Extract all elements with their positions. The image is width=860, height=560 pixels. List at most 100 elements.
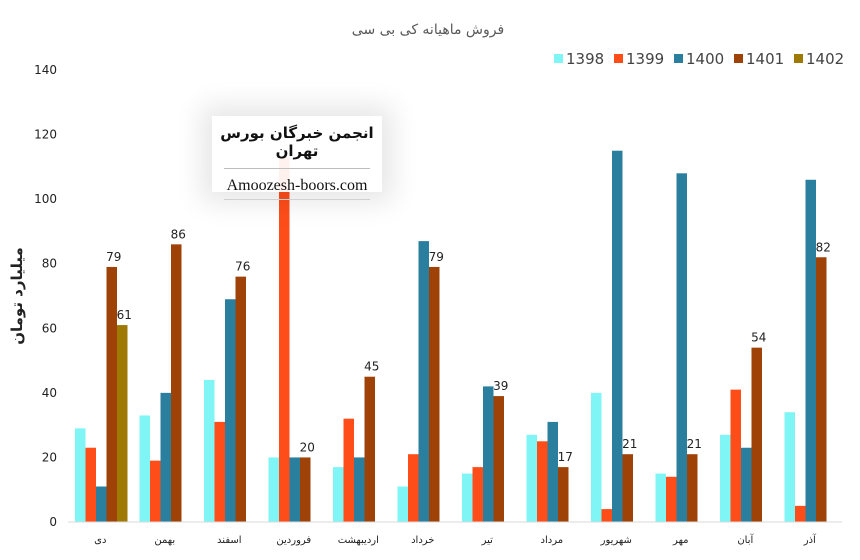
bar-1400-4 <box>354 457 365 522</box>
bar-1398-2 <box>204 379 215 522</box>
bar-1400-5 <box>418 241 429 523</box>
watermark-site: Amoozesh-boors.com <box>226 177 368 194</box>
legend-label-1400: 1400 <box>686 50 724 68</box>
bar-1401-10 <box>751 347 762 522</box>
data-label: 79 <box>106 250 121 264</box>
data-label: 86 <box>171 227 186 241</box>
legend-swatch-1398 <box>554 54 563 63</box>
bar-1399-8 <box>601 509 612 522</box>
y-tick-label: 120 <box>34 128 57 142</box>
data-label: 21 <box>687 437 702 451</box>
data-label: 61 <box>117 308 132 322</box>
bar-1398-9 <box>655 473 666 522</box>
y-tick-label: 40 <box>42 386 57 400</box>
legend: 1398 1399 1400 1401 1402 <box>554 50 844 68</box>
bar-1399-5 <box>408 454 419 522</box>
bar-1398-0 <box>75 428 86 522</box>
bar-1399-10 <box>730 389 741 522</box>
data-label: 20 <box>300 440 315 454</box>
y-tick-label: 100 <box>34 192 57 206</box>
bar-1401-11 <box>816 257 827 522</box>
y-tick-labels: 0 20 40 60 80 100 120 140 <box>34 63 57 529</box>
bar-1399-1 <box>150 460 161 522</box>
bar-1401-7 <box>558 467 569 522</box>
y-tick-label: 80 <box>42 257 57 271</box>
bar-1400-11 <box>805 179 816 522</box>
x-tick-label: شهریور <box>600 535 632 546</box>
bar-1400-1 <box>160 392 171 522</box>
watermark-title: انجمن خبرگان بورس تهران <box>220 124 374 160</box>
data-label: 54 <box>751 331 766 345</box>
bar-1399-3 <box>279 157 290 523</box>
chart-title: فروش ماهیانه کی بی سی <box>352 22 504 38</box>
bar-1398-5 <box>397 486 408 522</box>
legend-label-1398: 1398 <box>566 50 604 68</box>
watermark-box: انجمن خبرگان بورس تهران Amoozesh-boors.c… <box>212 116 382 200</box>
bar-1400-6 <box>483 386 494 522</box>
y-tick-label: 140 <box>34 63 57 77</box>
bar-1401-2 <box>235 276 246 522</box>
data-labels: 79 61 86 76 20 45 79 39 17 21 21 54 82 <box>106 227 831 464</box>
bar-1399-4 <box>343 418 354 522</box>
x-tick-label: اردیبهشت <box>338 535 379 546</box>
data-label: 45 <box>364 360 379 374</box>
bar-1401-5 <box>429 266 440 522</box>
y-tick-label: 60 <box>42 321 57 335</box>
bar-1401-4 <box>364 376 375 522</box>
bar-1399-7 <box>537 441 548 522</box>
bar-1398-11 <box>784 412 795 522</box>
x-tick-label: آبان <box>737 533 754 546</box>
bar-1398-7 <box>526 434 537 522</box>
bars-group <box>75 150 827 523</box>
y-tick-label: 0 <box>49 515 57 529</box>
x-tick-label: دی <box>94 535 106 546</box>
x-tick-label: مرداد <box>541 535 564 546</box>
bar-1400-0 <box>96 486 107 522</box>
x-tick-labels: دی بهمن اسفند فروردین اردیبهشت خرداد تیر مرداد ش… <box>94 533 817 546</box>
bar-1400-7 <box>547 421 558 522</box>
watermark-divider <box>224 168 370 169</box>
bar-1401-6 <box>493 396 504 522</box>
y-tick-label: 20 <box>42 450 57 464</box>
legend-swatch-1401 <box>734 54 743 63</box>
data-label: 17 <box>558 450 573 464</box>
data-label: 21 <box>622 437 637 451</box>
bar-1399-2 <box>214 421 225 522</box>
bar-1398-1 <box>139 415 150 522</box>
bar-1399-0 <box>85 447 96 522</box>
bar-1399-6 <box>472 467 483 522</box>
bar-1401-9 <box>687 454 698 522</box>
x-tick-label: فروردین <box>276 535 311 546</box>
x-tick-label: مهر <box>672 535 688 546</box>
bar-1398-10 <box>720 434 731 522</box>
bar-1399-9 <box>666 476 677 522</box>
bar-1400-8 <box>612 150 623 522</box>
data-label: 76 <box>235 260 250 274</box>
legend-swatch-1402 <box>794 54 803 63</box>
x-tick-label: آذر <box>803 533 817 546</box>
bar-1398-8 <box>591 392 602 522</box>
data-label: 82 <box>816 240 831 254</box>
bar-1400-2 <box>225 299 236 522</box>
bar-1401-3 <box>300 457 311 522</box>
data-label: 39 <box>493 379 508 393</box>
bar-1400-9 <box>676 173 687 522</box>
bar-1401-8 <box>622 454 633 522</box>
legend-label-1402: 1402 <box>806 50 844 68</box>
legend-swatch-1400 <box>674 54 683 63</box>
legend-swatch-1399 <box>614 54 623 63</box>
x-tick-label: خرداد <box>411 535 434 546</box>
bar-1398-4 <box>333 467 344 522</box>
x-tick-label: بهمن <box>154 535 175 546</box>
legend-label-1399: 1399 <box>626 50 664 68</box>
bar-1401-1 <box>171 244 182 522</box>
watermark-divider-bottom <box>224 199 370 200</box>
x-tick-label: تیر <box>481 535 494 546</box>
bar-1400-3 <box>289 457 300 522</box>
data-label: 79 <box>429 250 444 264</box>
x-tick-label: اسفند <box>217 535 241 546</box>
y-axis-label: میلیارد تومان <box>8 247 26 345</box>
bar-1398-6 <box>462 473 473 522</box>
